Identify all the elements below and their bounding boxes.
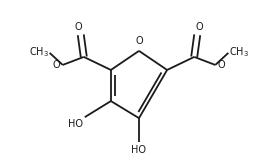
Text: CH$_3$: CH$_3$ (229, 45, 249, 59)
Text: HO: HO (131, 145, 147, 155)
Text: O: O (195, 22, 203, 32)
Text: HO: HO (68, 119, 83, 129)
Text: O: O (135, 36, 143, 46)
Text: O: O (53, 60, 60, 70)
Text: CH$_3$: CH$_3$ (29, 45, 49, 59)
Text: O: O (75, 22, 83, 32)
Text: O: O (218, 60, 225, 70)
